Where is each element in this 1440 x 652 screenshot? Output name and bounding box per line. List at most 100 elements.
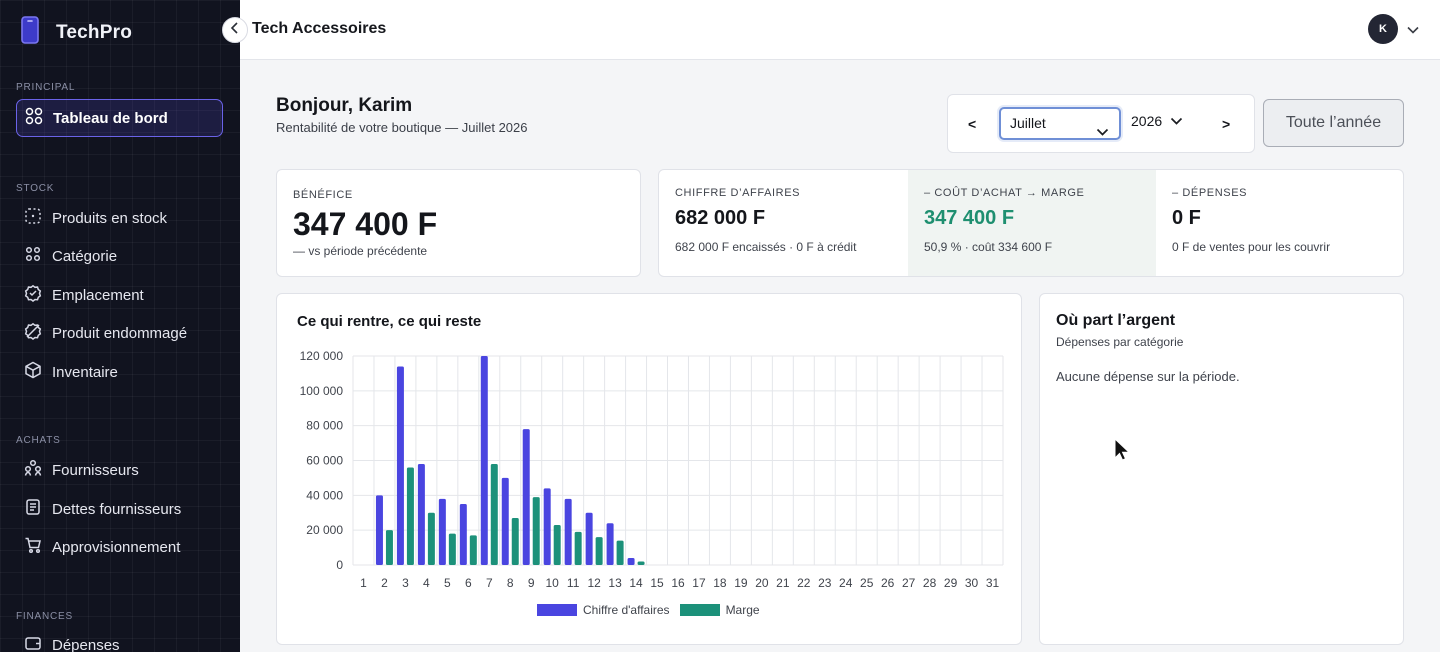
- kpi-ca: CHIFFRE D’AFFAIRES 682 000 F 682 000 F e…: [659, 170, 908, 276]
- x-tick-label: 24: [839, 576, 853, 590]
- bar-chiffre-affaires: [585, 512, 593, 565]
- grid-icon: [24, 245, 42, 267]
- bar-marge: [637, 561, 645, 565]
- brand[interactable]: TechPro: [20, 16, 132, 49]
- legend-item-ca[interactable]: Chiffre d'affaires: [537, 603, 670, 617]
- expenses-title: Où part l’argent: [1056, 312, 1176, 329]
- kpi-label: BÉNÉFICE: [293, 189, 353, 201]
- y-tick-label: 100 000: [300, 384, 344, 398]
- sidebar-item-inventaire[interactable]: Inventaire: [16, 353, 223, 391]
- avatar[interactable]: K: [1368, 14, 1398, 44]
- expenses-card: Où part l’argent Dépenses par catégorie …: [1039, 293, 1404, 645]
- sidebar-item-approvisionnement[interactable]: Approvisionnement: [16, 528, 223, 566]
- bar-marge: [427, 512, 435, 565]
- cart-icon: [24, 536, 42, 558]
- sidebar-item-label: Emplacement: [52, 286, 144, 304]
- x-tick-label: 19: [734, 576, 748, 590]
- empty-state-text: Aucune dépense sur la période.: [1056, 369, 1240, 384]
- bar-marge: [469, 535, 477, 565]
- store-name: Tech Accessoires: [252, 20, 387, 37]
- month-select[interactable]: Juillet: [999, 107, 1121, 140]
- section-label-stock: STOCK: [16, 183, 55, 194]
- x-tick-label: 23: [818, 576, 832, 590]
- sidebar-item-produits-en-stock[interactable]: Produits en stock: [16, 199, 223, 237]
- bar-chiffre-affaires: [564, 498, 572, 565]
- x-tick-label: 1: [360, 576, 367, 590]
- y-tick-label: 120 000: [300, 349, 344, 363]
- kpi-value: 0 F: [1172, 207, 1201, 229]
- suppliers-icon: [24, 459, 42, 481]
- x-tick-label: 8: [507, 576, 514, 590]
- kpi-label: CHIFFRE D’AFFAIRES: [675, 187, 801, 199]
- x-tick-label: 22: [797, 576, 811, 590]
- legend-swatch: [537, 604, 577, 616]
- chevron-down-icon: [1170, 113, 1183, 129]
- kpi-cout-achat: – COÛT D’ACHAT → MARGE 347 400 F 50,9 % …: [908, 170, 1156, 276]
- kpi-value: 347 400 F: [293, 206, 438, 242]
- page-title: Bonjour, Karim: [276, 95, 413, 116]
- y-tick-label: 40 000: [306, 488, 343, 502]
- x-tick-label: 16: [671, 576, 685, 590]
- x-tick-label: 20: [755, 576, 769, 590]
- bar-marge: [406, 467, 414, 565]
- chevron-down-icon[interactable]: [1406, 22, 1420, 40]
- year-value: 2026: [1131, 113, 1163, 129]
- box-dotted-icon: [24, 207, 42, 229]
- bar-chiffre-affaires: [438, 498, 446, 565]
- sidebar-item-dashboard[interactable]: Tableau de bord: [16, 99, 223, 137]
- section-label-finances: FINANCES: [16, 611, 73, 622]
- y-tick-label: 0: [336, 558, 343, 572]
- x-tick-label: 11: [567, 576, 580, 590]
- y-tick-label: 60 000: [306, 454, 343, 468]
- kpi-breakdown-card: CHIFFRE D’AFFAIRES 682 000 F 682 000 F e…: [658, 169, 1404, 277]
- sidebar-item-label: Approvisionnement: [52, 538, 181, 556]
- kpi-depenses: – DÉPENSES 0 F 0 F de ventes pour les co…: [1156, 170, 1403, 276]
- legend-item-marge[interactable]: Marge: [679, 603, 760, 617]
- sidebar-item-label: Produits en stock: [52, 209, 168, 227]
- y-tick-label: 20 000: [306, 523, 343, 537]
- chart-card: Ce qui rentre, ce qui reste 0 20 000 40 00…: [276, 293, 1022, 645]
- kpi-sub: 0 F de ventes pour les couvrir: [1172, 240, 1331, 254]
- x-tick-label: 31: [986, 576, 1000, 590]
- x-tick-label: 4: [423, 576, 430, 590]
- bar-chiffre-affaires: [543, 488, 551, 565]
- collapse-sidebar-button[interactable]: [222, 17, 248, 43]
- kpi-benefice-card: BÉNÉFICE 347 400 F — vs période précéden…: [276, 169, 641, 277]
- bar-chiffre-affaires: [501, 477, 509, 565]
- y-tick-label: 80 000: [306, 419, 343, 433]
- sidebar-item-depenses[interactable]: Dépenses: [16, 626, 223, 652]
- x-tick-label: 7: [486, 576, 493, 590]
- bar-marge: [553, 524, 561, 565]
- sidebar-item-label: Inventaire: [52, 363, 118, 381]
- x-tick-label: 26: [881, 576, 895, 590]
- bar-marge: [448, 533, 456, 565]
- sidebar-item-fournisseurs[interactable]: Fournisseurs: [16, 451, 223, 489]
- topbar: Tech Accessoires K: [240, 0, 1440, 60]
- month-value: Juillet: [1010, 115, 1046, 131]
- section-label-principal: PRINCIPAL: [16, 82, 76, 93]
- x-tick-label: 30: [965, 576, 979, 590]
- dashboard-icon: [25, 107, 43, 129]
- sidebar-item-dettes-fournisseurs[interactable]: Dettes fournisseurs: [16, 490, 223, 528]
- sidebar-item-categorie[interactable]: Catégorie: [16, 237, 223, 275]
- next-period-button[interactable]: >: [1222, 116, 1231, 132]
- x-tick-label: 12: [587, 576, 601, 590]
- period-selector: < Juillet 2026 >: [947, 94, 1255, 153]
- prev-period-button[interactable]: <: [968, 116, 977, 132]
- kpi-label: – DÉPENSES: [1172, 187, 1248, 199]
- legend-swatch: [679, 604, 720, 616]
- receipt-icon: [24, 498, 42, 520]
- bar-chiffre-affaires: [375, 495, 383, 565]
- wallet-icon: [24, 634, 42, 652]
- page-subtitle: Rentabilité de votre boutique — Juillet …: [276, 120, 528, 135]
- brand-name: TechPro: [56, 21, 133, 43]
- all-year-button[interactable]: Toute l’année: [1263, 99, 1404, 147]
- year-select[interactable]: 2026: [1131, 113, 1183, 129]
- bar-chiffre-affaires: [459, 504, 467, 565]
- package-icon: [24, 361, 42, 383]
- sidebar-item-emplacement[interactable]: Emplacement: [16, 276, 223, 314]
- x-tick-label: 29: [944, 576, 958, 590]
- x-tick-label: 6: [465, 576, 472, 590]
- sidebar-item-produit-endommage[interactable]: Produit endommagé: [16, 314, 223, 352]
- x-tick-label: 3: [402, 576, 409, 590]
